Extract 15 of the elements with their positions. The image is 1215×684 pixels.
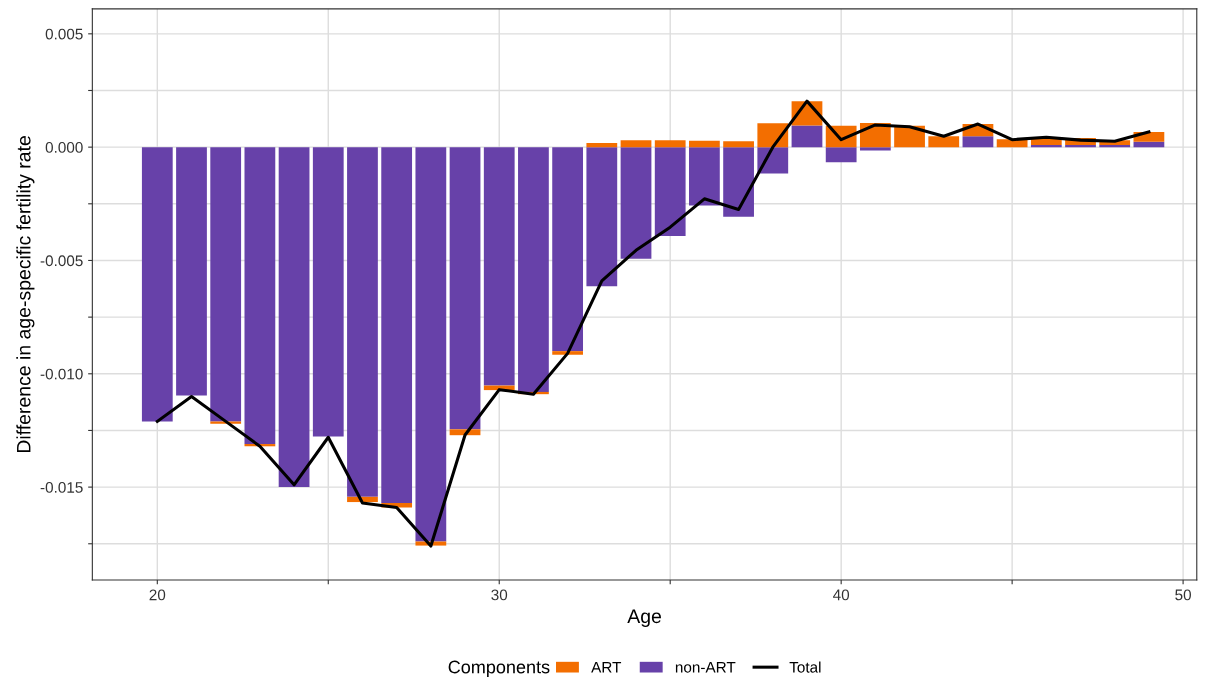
x-tick-label: 20 xyxy=(149,589,166,601)
x-axis-title: Age xyxy=(627,609,661,627)
x-tick-label: 30 xyxy=(491,589,508,601)
legend-title: Components xyxy=(448,660,550,677)
legend-label: Total xyxy=(789,661,821,673)
y-tick-label: -0.005 xyxy=(40,255,83,267)
legend-label: ART xyxy=(591,662,622,673)
y-tick-label: -0.010 xyxy=(40,368,83,380)
y-tick-label: 0.005 xyxy=(45,28,83,40)
x-tick-label: 50 xyxy=(1175,589,1191,601)
legend-label: non-ART xyxy=(675,662,736,673)
y-axis-title: Difference in age-specific fertility rate xyxy=(16,136,35,453)
x-tick-label: 40 xyxy=(833,589,850,601)
y-tick-label: 0.000 xyxy=(45,142,83,153)
y-tick-label: -0.015 xyxy=(40,481,83,493)
